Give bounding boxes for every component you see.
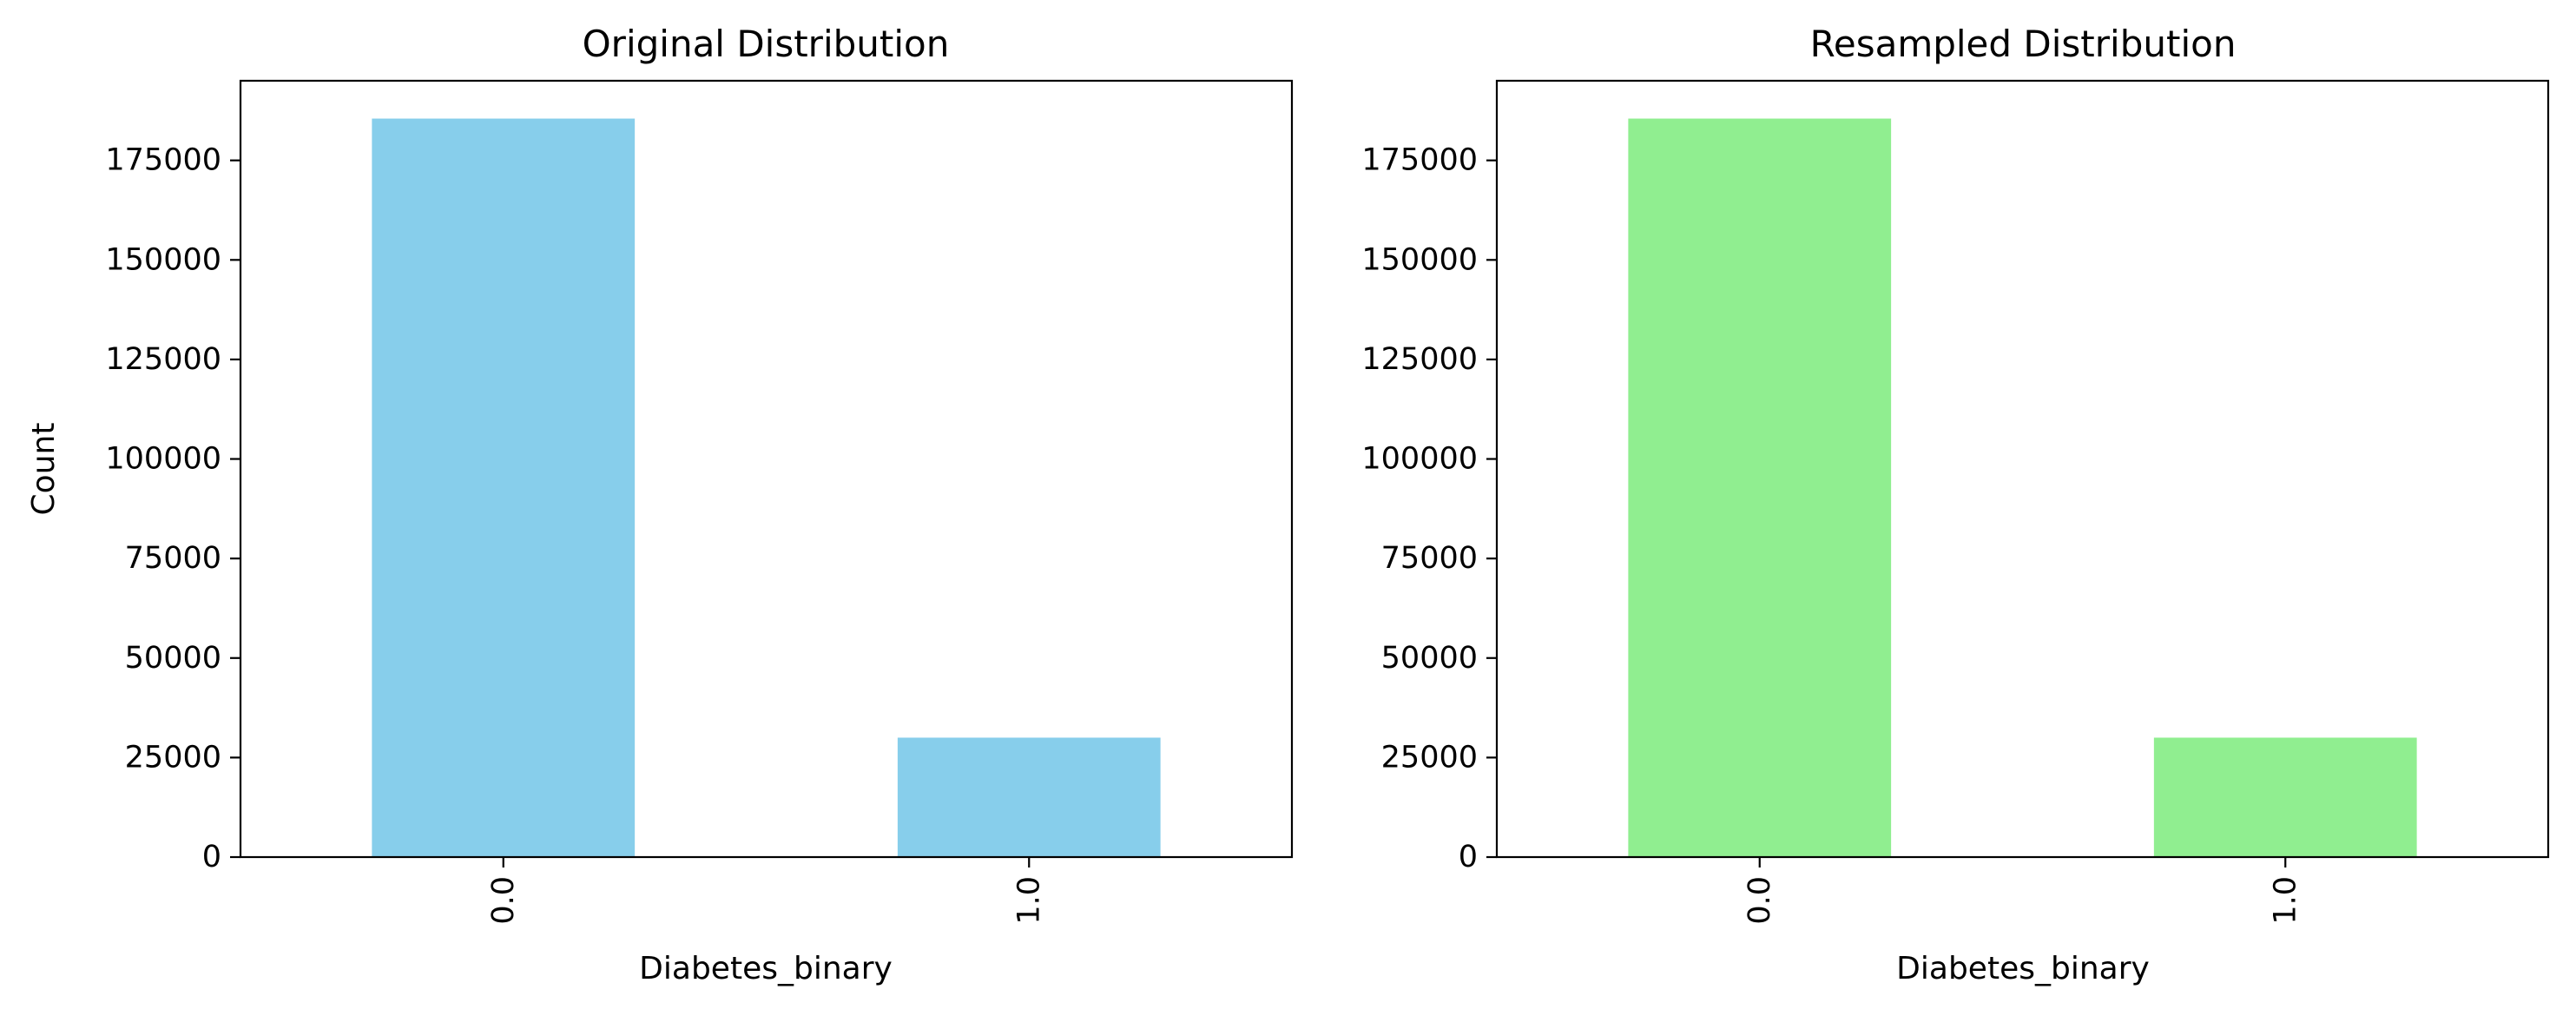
plot-frame: [239, 79, 1294, 859]
plot-frame: [1495, 79, 2550, 859]
bar-1.0: [897, 737, 1161, 857]
x-tick-label: 1.0: [2268, 876, 2303, 925]
y-tick-label: 0: [1459, 840, 1478, 874]
y-tick-label: 75000: [125, 541, 221, 576]
x-axis-ticks: 0.0 1.0: [1743, 857, 2303, 925]
bar-series: [372, 118, 1161, 858]
bar-series: [1628, 118, 2417, 858]
x-tick-label: 1.0: [1011, 876, 1046, 925]
chart-title: Original Distribution: [583, 23, 950, 65]
y-tick-label: 50000: [125, 641, 221, 676]
y-tick-label: 50000: [1381, 641, 1478, 676]
y-tick-label: 75000: [1381, 541, 1478, 576]
x-tick-label: 0.0: [1743, 876, 1777, 925]
y-axis-ticks: 0 25000 50000 75000 100000 125000 150000 175000: [1361, 143, 1497, 874]
bar-1.0: [2153, 737, 2417, 857]
bar-0.0: [1628, 118, 1892, 858]
y-tick-label: 0: [202, 840, 221, 874]
x-axis-label: Diabetes_binary: [639, 951, 893, 986]
x-axis-ticks: 0.0 1.0: [486, 857, 1046, 925]
x-axis-label: Diabetes_binary: [1896, 951, 2150, 986]
y-tick-label: 150000: [1361, 242, 1478, 277]
y-tick-label: 25000: [1381, 740, 1478, 775]
y-tick-label: 100000: [105, 442, 221, 477]
y-tick-label: 125000: [105, 342, 221, 377]
chart-original-distribution: Original Distribution 0 25000 50000 75000 10…: [26, 23, 1294, 986]
y-tick-label: 150000: [105, 242, 221, 277]
y-axis-label: Count: [26, 423, 62, 516]
bar-0.0: [372, 118, 636, 858]
y-tick-label: 175000: [105, 143, 221, 178]
chart-resampled-distribution: Resampled Distribution 0 25000 50000 75000 1…: [1361, 23, 2550, 986]
y-tick-label: 175000: [1361, 143, 1478, 178]
y-tick-label: 25000: [125, 740, 221, 775]
chart-title: Resampled Distribution: [1810, 23, 2237, 65]
y-tick-label: 100000: [1361, 442, 1478, 477]
y-tick-label: 125000: [1361, 342, 1478, 377]
x-tick-label: 0.0: [486, 876, 521, 925]
y-axis-ticks: 0 25000 50000 75000 100000 125000 150000 175000: [105, 143, 240, 874]
